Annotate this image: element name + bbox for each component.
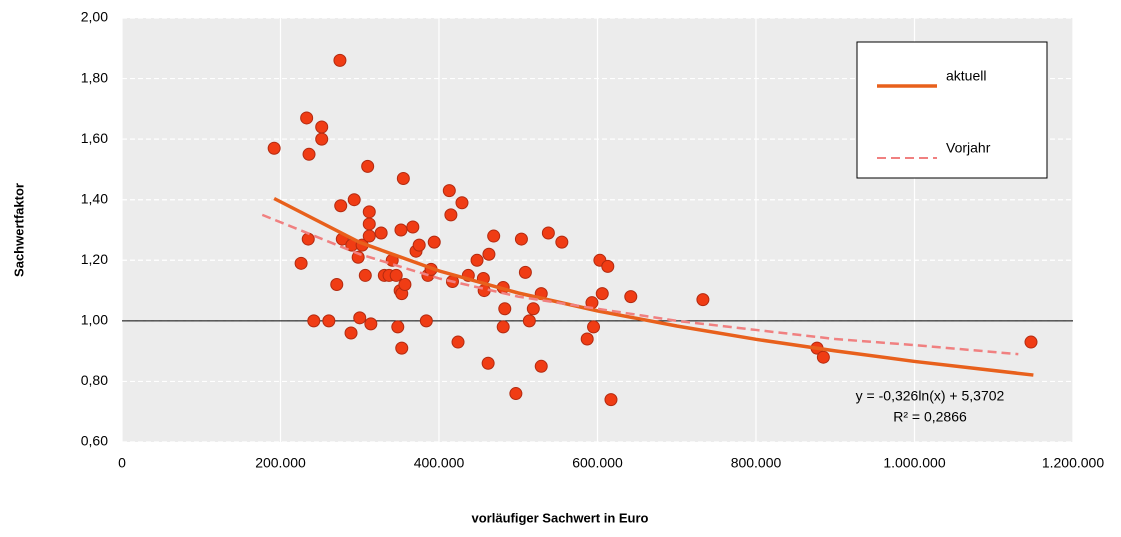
- r-squared: R² = 0,2866: [893, 409, 967, 425]
- scatter-point: [395, 341, 409, 355]
- scatter-point: [526, 302, 540, 316]
- x-tick-label: 400.000: [414, 455, 465, 471]
- trend-line: [273, 196, 1034, 377]
- scatter-point: [816, 350, 830, 364]
- y-tick-label: 1,20: [81, 251, 108, 267]
- scatter-point: [315, 132, 329, 146]
- x-tick-label: 200.000: [255, 455, 306, 471]
- y-tick-label: 1,80: [81, 69, 108, 85]
- scatter-point: [481, 356, 495, 370]
- scatter-point: [595, 287, 609, 301]
- scatter-point: [509, 387, 523, 401]
- scatter-point: [322, 314, 336, 328]
- scatter-point: [541, 226, 555, 240]
- scatter-point: [555, 235, 569, 249]
- scatter-point: [696, 293, 710, 307]
- y-axis-title: Sachwertfaktor: [11, 183, 26, 277]
- scatter-point: [301, 232, 315, 246]
- scatter-point: [330, 278, 344, 292]
- scatter-point: [482, 247, 496, 261]
- scatter-point: [362, 217, 376, 231]
- scatter-point: [455, 196, 469, 210]
- scatter-point: [396, 172, 410, 186]
- scatter-point: [444, 208, 458, 222]
- scatter-point: [361, 159, 375, 173]
- scatter-point: [601, 259, 615, 273]
- scatter-point: [470, 253, 484, 267]
- scatter-point: [1024, 335, 1038, 349]
- scatter-point: [587, 320, 601, 334]
- trend-line: [261, 213, 1019, 356]
- x-tick-label: 1.000.000: [883, 455, 945, 471]
- legend: aktuell Vorjahr: [856, 41, 1048, 179]
- scatter-point: [315, 120, 329, 134]
- x-tick-label: 600.000: [572, 455, 623, 471]
- scatter-point: [398, 278, 412, 292]
- scatter-point: [362, 229, 376, 243]
- scatter-point: [419, 314, 433, 328]
- legend-label: Vorjahr: [946, 140, 991, 156]
- y-tick-label: 1,00: [81, 312, 108, 328]
- scatter-point: [374, 226, 388, 240]
- scatter-point: [496, 320, 510, 334]
- scatter-point: [307, 314, 321, 328]
- scatter-point: [389, 268, 403, 282]
- scatter-point: [334, 199, 348, 213]
- scatter-point: [302, 147, 316, 161]
- scatter-point: [427, 235, 441, 249]
- scatter-point: [358, 268, 372, 282]
- y-tick-label: 1,40: [81, 190, 108, 206]
- scatter-point: [406, 220, 420, 234]
- scatter-point: [412, 238, 426, 252]
- scatter-point: [364, 317, 378, 331]
- equation: y = -0,326ln(x) + 5,3702: [856, 388, 1005, 404]
- y-tick-label: 0,60: [81, 433, 108, 449]
- y-tick-label: 2,00: [81, 9, 108, 25]
- scatter-point: [518, 265, 532, 279]
- scatter-point: [498, 302, 512, 316]
- scatter-point: [514, 232, 528, 246]
- scatter-point: [353, 311, 367, 325]
- legend-label: aktuell: [946, 68, 986, 84]
- y-tick-label: 0,80: [81, 372, 108, 388]
- scatter-point: [534, 359, 548, 373]
- scatter-point: [604, 393, 618, 407]
- scatter-point: [624, 290, 638, 304]
- x-tick-label: 1.200.000: [1042, 455, 1104, 471]
- marks: [261, 53, 1038, 407]
- x-tick-label: 800.000: [731, 455, 782, 471]
- scatter-point: [451, 335, 465, 349]
- scatter-point: [580, 332, 594, 346]
- scatter-point: [442, 184, 456, 198]
- scatter-point: [362, 205, 376, 219]
- scatter-point: [344, 326, 358, 340]
- scatter-point: [394, 223, 408, 237]
- scatter-point: [300, 111, 314, 125]
- x-tick-label: 0: [118, 455, 126, 471]
- x-axis-title: vorläufiger Sachwert in Euro: [472, 510, 649, 525]
- scatter-point: [347, 193, 361, 207]
- scatter-point: [391, 320, 405, 334]
- legend-box: [856, 41, 1048, 179]
- y-tick-label: 1,60: [81, 130, 108, 146]
- scatter-point: [333, 53, 347, 67]
- scatter-point: [522, 314, 536, 328]
- scatter-point: [487, 229, 501, 243]
- scatter-point: [294, 256, 308, 270]
- scatter-point: [267, 141, 281, 155]
